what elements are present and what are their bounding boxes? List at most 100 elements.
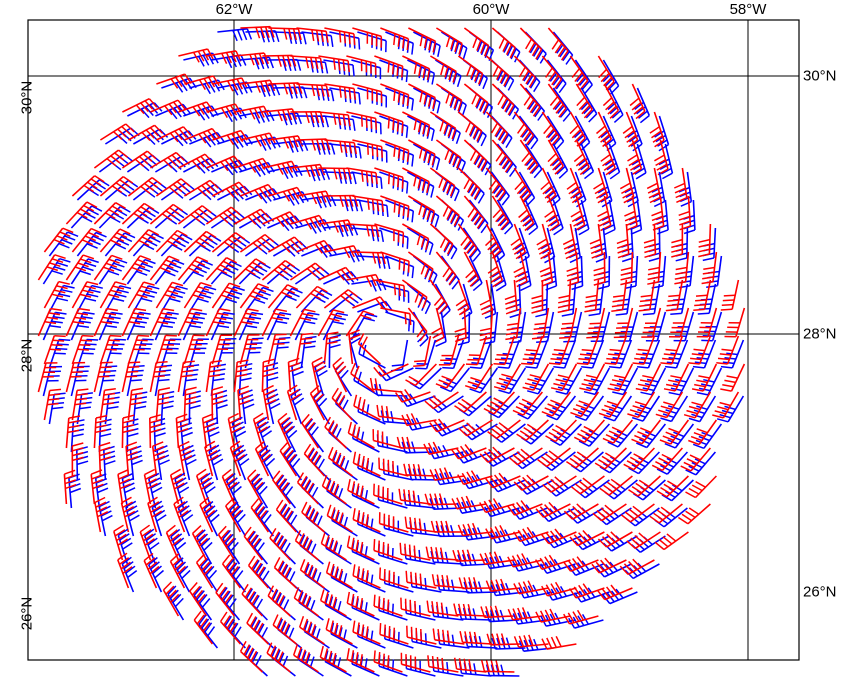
barb-staff xyxy=(541,55,563,80)
barb-feather xyxy=(80,258,92,264)
barb-feather xyxy=(422,66,426,79)
barb-feather xyxy=(158,459,170,466)
wind-barb-red xyxy=(586,307,606,339)
barb-feather xyxy=(255,258,266,266)
barb-feather xyxy=(529,102,538,114)
wind-barb-red xyxy=(519,83,541,117)
barb-feather xyxy=(331,423,338,435)
barb-feather xyxy=(202,413,214,419)
barb-feather xyxy=(588,327,600,330)
barb-feather xyxy=(570,190,581,199)
barb-staff xyxy=(93,202,117,225)
barb-feather xyxy=(549,157,559,167)
barb-feather xyxy=(583,425,595,433)
barb-feather xyxy=(117,128,127,138)
barb-staff xyxy=(76,179,101,201)
barb-staff xyxy=(596,307,606,338)
barb-feather xyxy=(176,285,188,290)
barb-feather xyxy=(301,413,310,424)
barb-staff xyxy=(380,139,409,152)
barb-feather xyxy=(668,379,680,384)
barb-staff xyxy=(575,251,580,282)
barb-feather xyxy=(143,281,155,286)
barb-feather xyxy=(502,159,511,170)
barb-feather xyxy=(178,128,188,138)
barb-feather xyxy=(516,123,525,134)
barb-feather xyxy=(197,297,209,303)
barb-staff xyxy=(227,418,236,449)
barb-feather xyxy=(168,186,179,195)
barb-staff xyxy=(490,171,510,197)
barb-feather xyxy=(297,28,302,41)
barb-feather xyxy=(490,400,501,408)
barb-feather xyxy=(634,167,645,175)
barb-feather xyxy=(506,327,519,331)
wind-barb-red xyxy=(324,245,360,259)
wind-barb-blue xyxy=(238,311,264,341)
wind-barb-red xyxy=(183,230,217,253)
barb-feather xyxy=(301,312,314,317)
barb-feather xyxy=(670,312,682,316)
barb-feather xyxy=(585,109,595,119)
barb-feather xyxy=(510,48,517,60)
barb-feather xyxy=(461,312,473,320)
wind-barb-red xyxy=(177,205,212,225)
barb-feather xyxy=(125,123,135,133)
wind-barb-blue xyxy=(188,234,222,257)
barb-staff xyxy=(513,223,526,253)
barb-feather xyxy=(688,487,700,495)
barb-staff xyxy=(42,258,61,285)
barb-feather xyxy=(570,210,582,218)
barb-feather xyxy=(550,358,562,361)
barb-staff xyxy=(296,27,327,33)
wind-barb-red xyxy=(352,27,383,48)
barb-feather xyxy=(452,73,458,85)
barb-feather xyxy=(164,105,173,116)
barb-staff xyxy=(205,206,232,225)
barb-feather xyxy=(157,401,169,406)
barb-feather xyxy=(493,250,503,259)
barb-feather xyxy=(671,253,683,258)
wind-barb-blue xyxy=(301,142,336,155)
barb-feather xyxy=(453,99,460,111)
barb-feather xyxy=(576,199,587,208)
barb-staff xyxy=(650,367,667,396)
barb-feather xyxy=(529,42,537,54)
barb-feather xyxy=(198,263,211,270)
barb-feather xyxy=(342,59,346,72)
barb-staff xyxy=(150,99,179,113)
barb-feather xyxy=(719,401,731,407)
barb-feather xyxy=(158,378,170,382)
barb-feather xyxy=(47,398,60,401)
barb-staff xyxy=(287,362,292,393)
barb-feather xyxy=(436,300,446,310)
barb-feather xyxy=(470,211,479,222)
barb-feather xyxy=(241,321,253,325)
barb-feather xyxy=(562,112,572,122)
barb-feather xyxy=(137,316,149,320)
barb-feather xyxy=(211,400,224,406)
barb-feather xyxy=(214,316,227,321)
barb-feather xyxy=(314,262,325,272)
barb-feather xyxy=(692,443,705,450)
barb-feather xyxy=(694,303,706,307)
barb-feather xyxy=(406,441,411,453)
barb-feather xyxy=(144,182,155,191)
barb-feather xyxy=(548,214,559,222)
barb-feather xyxy=(481,161,489,172)
wind-barb-blue xyxy=(132,232,164,257)
barb-feather xyxy=(521,192,531,203)
wind-barb-red xyxy=(346,167,378,185)
barb-staff xyxy=(346,273,377,281)
barb-feather xyxy=(277,316,290,320)
barb-feather xyxy=(252,242,263,251)
barb-feather xyxy=(334,316,346,321)
barb-feather xyxy=(80,339,93,342)
barb-feather xyxy=(227,80,234,92)
barb-feather xyxy=(465,121,472,133)
barb-staff xyxy=(573,311,583,342)
wind-barb-red xyxy=(346,223,380,238)
barb-staff xyxy=(126,259,146,285)
barb-feather xyxy=(327,420,335,431)
wind-barb-blue xyxy=(407,171,435,198)
